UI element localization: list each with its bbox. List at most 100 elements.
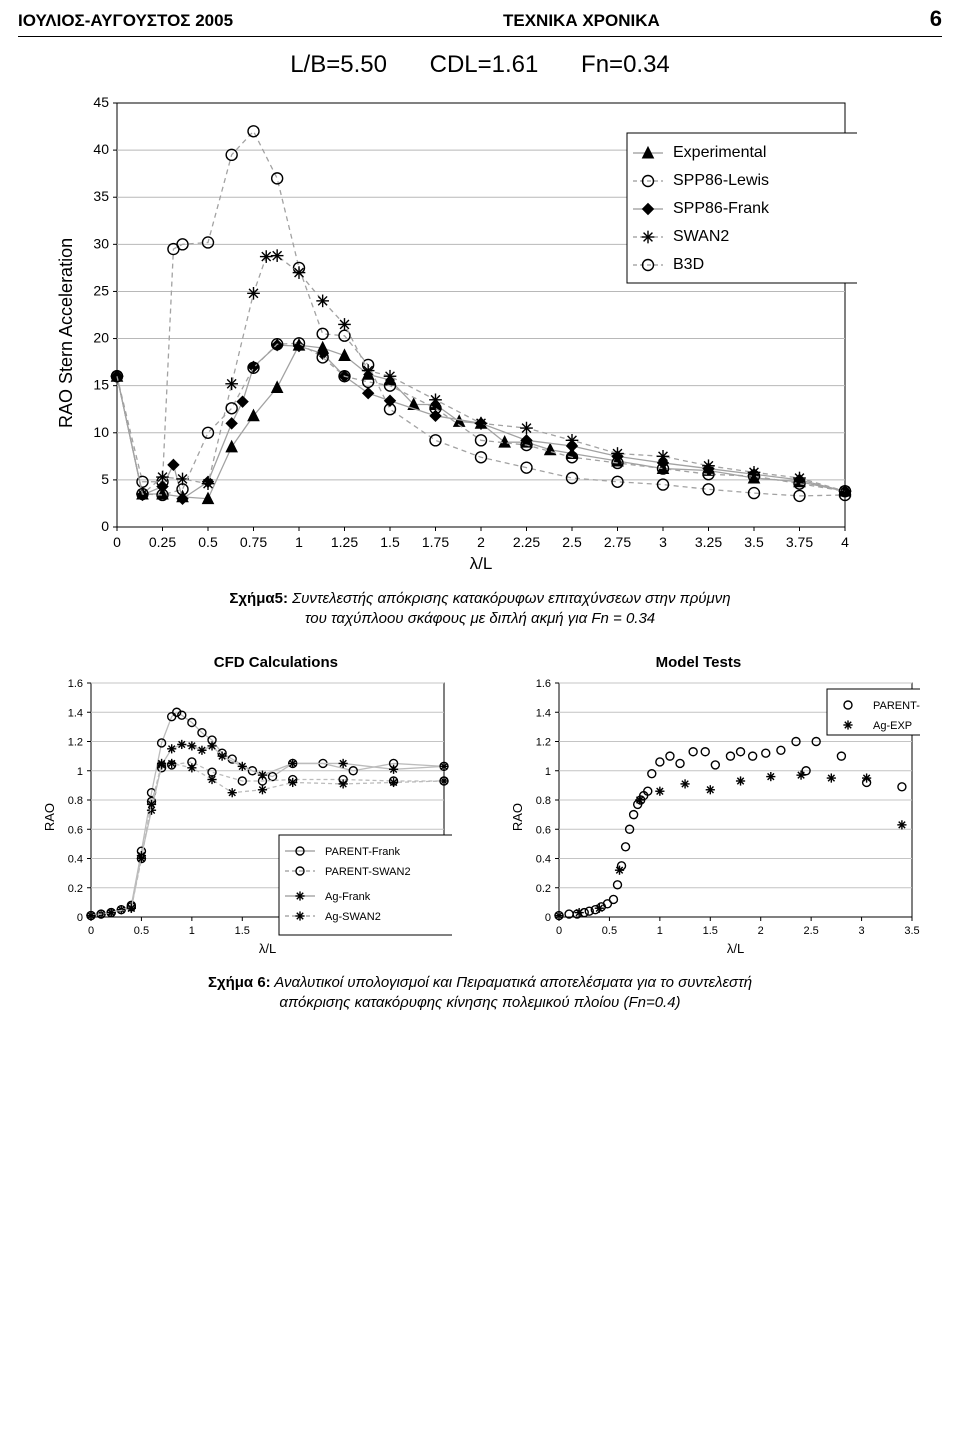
svg-text:1: 1 (545, 766, 551, 778)
svg-text:35: 35 (93, 188, 109, 204)
svg-text:SWAN2: SWAN2 (673, 228, 729, 245)
svg-text:1.2: 1.2 (536, 737, 551, 749)
svg-text:1.25: 1.25 (331, 534, 358, 550)
svg-text:0.25: 0.25 (149, 534, 176, 550)
svg-text:1.4: 1.4 (536, 707, 551, 719)
svg-text:0.75: 0.75 (240, 534, 267, 550)
svg-text:2.5: 2.5 (803, 925, 818, 937)
svg-text:3.5: 3.5 (904, 925, 919, 937)
svg-text:0: 0 (556, 925, 562, 937)
svg-text:0: 0 (101, 518, 109, 534)
main-chart: 0 5 10 15 20 25 30 35 40 45 0 0.25 0.5 0.75 1 1.25 1.5 1.… (77, 93, 857, 573)
svg-text:5: 5 (101, 471, 109, 487)
header-center: ΤΕΧΝΙΚΑ ΧΡΟΝΙΚΑ (503, 11, 660, 31)
svg-text:0: 0 (113, 534, 121, 550)
title-part-2: CDL=1.61 (430, 51, 539, 78)
svg-text:0.2: 0.2 (536, 883, 551, 895)
svg-text:0.8: 0.8 (536, 795, 551, 807)
svg-text:1.5: 1.5 (703, 925, 718, 937)
svg-text:3.5: 3.5 (744, 534, 764, 550)
right-chart-container: RAO 0 0.2 0.4 0.6 0.8 1 1.2 1.4 1.6 0 0.5 1 1.5 2 2.5 3… (508, 677, 920, 957)
svg-text:0.5: 0.5 (198, 534, 218, 550)
caption-1-bold: Σχήμα5: (229, 590, 288, 607)
caption-2: Σχήμα 6: Αναλυτικοί υπολογισμοί και Πειρ… (120, 973, 840, 1012)
svg-text:0.8: 0.8 (68, 795, 83, 807)
svg-text:PARENT-Frank: PARENT-Frank (325, 846, 400, 858)
svg-text:1.4: 1.4 (68, 707, 83, 719)
right-chart-title: Model Tests (656, 654, 742, 671)
caption-1-text-2: του ταχύπλοου σκάφους με διπλή ακμή για … (305, 610, 655, 627)
svg-text:1.5: 1.5 (380, 534, 400, 550)
svg-text:1: 1 (189, 925, 195, 937)
svg-text:3: 3 (659, 534, 667, 550)
svg-text:0: 0 (77, 912, 83, 924)
caption-2-text-2: απόκρισης κατακόρυφης κίνησης πολεμικού … (279, 994, 680, 1011)
svg-text:3.25: 3.25 (695, 534, 722, 550)
svg-text:3: 3 (859, 925, 865, 937)
svg-text:Ag-EXP: Ag-EXP (873, 720, 912, 732)
right-chart: 0 0.2 0.4 0.6 0.8 1 1.2 1.4 1.6 0 0.5 1 1.5 2 2.5 3 3.5 λ… (525, 677, 920, 957)
caption-1: Σχήμα5: Συντελεστής απόκρισης κατακόρυφω… (120, 589, 840, 628)
svg-text:0.2: 0.2 (68, 883, 83, 895)
svg-text:0.4: 0.4 (68, 854, 83, 866)
svg-text:30: 30 (93, 235, 109, 251)
svg-text:λ/L: λ/L (727, 941, 744, 956)
svg-text:λ/L: λ/L (259, 941, 276, 956)
svg-text:40: 40 (93, 141, 109, 157)
svg-text:Ag-Frank: Ag-Frank (325, 891, 371, 903)
svg-text:Experimental: Experimental (673, 144, 766, 161)
left-chart-container: RAO 00.20.40.60.811.21.41.600.511.522.53… (40, 677, 452, 957)
svg-text:1: 1 (657, 925, 663, 937)
svg-text:0: 0 (88, 925, 94, 937)
small-charts-row: RAO 0 0.2 0.4 0.6 0.8 1 1.2 1.4 1.6 0 0.5 1 1.5 2 2.5 3… (0, 677, 960, 957)
svg-text:2.5: 2.5 (562, 534, 582, 550)
svg-text:2.25: 2.25 (513, 534, 540, 550)
caption-2-text: Αναλυτικοί υπολογισμοί και Πειραματικά α… (271, 974, 752, 991)
svg-text:1: 1 (295, 534, 303, 550)
header-left: ΙΟΥΛΙΟΣ-ΑΥΓΟΥΣΤΟΣ 2005 (18, 11, 233, 31)
caption-2-bold: Σχήμα 6: (208, 974, 271, 991)
svg-text:0: 0 (545, 912, 551, 924)
main-chart-ylabel: RAO Stern Acceleration (50, 93, 77, 573)
header-page-number: 6 (930, 6, 942, 32)
main-chart-container: RAO Stern Acceleration 05101520253035404… (0, 93, 960, 573)
svg-text:10: 10 (93, 424, 109, 440)
svg-text:1: 1 (77, 766, 83, 778)
svg-text:PARENT-EXP: PARENT-EXP (873, 700, 920, 712)
title-part-3: Fn=0.34 (581, 51, 670, 78)
svg-text:λ/L: λ/L (470, 554, 493, 573)
svg-text:0.4: 0.4 (536, 854, 551, 866)
page-header: ΙΟΥΛΙΟΣ-ΑΥΓΟΥΣΤΟΣ 2005 ΤΕΧΝΙΚΑ ΧΡΟΝΙΚΑ 6 (0, 0, 960, 36)
svg-text:0.5: 0.5 (134, 925, 149, 937)
svg-text:2.75: 2.75 (604, 534, 631, 550)
left-chart-title: CFD Calculations (214, 654, 338, 671)
title-part-1: L/B=5.50 (290, 51, 387, 78)
svg-text:B3D: B3D (673, 256, 704, 273)
svg-text:1.75: 1.75 (422, 534, 449, 550)
svg-text:0.6: 0.6 (536, 824, 551, 836)
svg-text:Ag-SWAN2: Ag-SWAN2 (325, 911, 381, 923)
svg-text:1.6: 1.6 (68, 678, 83, 690)
svg-text:3.75: 3.75 (786, 534, 813, 550)
svg-text:1.2: 1.2 (68, 737, 83, 749)
header-rule (18, 36, 942, 37)
svg-text:20: 20 (93, 330, 109, 346)
svg-text:SPP86-Lewis: SPP86-Lewis (673, 172, 769, 189)
svg-text:25: 25 (93, 282, 109, 298)
svg-text:2: 2 (477, 534, 485, 550)
svg-text:SPP86-Frank: SPP86-Frank (673, 200, 770, 217)
subchart-titles: CFD Calculations Model Tests (55, 654, 900, 671)
left-chart: 00.20.40.60.811.21.41.600.511.522.533.5λ… (57, 677, 452, 957)
svg-text:0.6: 0.6 (68, 824, 83, 836)
svg-text:0.5: 0.5 (602, 925, 617, 937)
svg-text:PARENT-SWAN2: PARENT-SWAN2 (325, 866, 411, 878)
left-chart-ylabel: RAO (40, 803, 57, 831)
right-chart-ylabel: RAO (508, 803, 525, 831)
svg-text:2: 2 (758, 925, 764, 937)
svg-text:45: 45 (93, 94, 109, 110)
svg-text:4: 4 (841, 534, 849, 550)
main-chart-title: L/B=5.50 CDL=1.61 Fn=0.34 (0, 51, 960, 79)
caption-1-text: Συντελεστής απόκρισης κατακόρυφων επιταχ… (288, 590, 731, 607)
svg-text:15: 15 (93, 377, 109, 393)
svg-text:1.6: 1.6 (536, 678, 551, 690)
